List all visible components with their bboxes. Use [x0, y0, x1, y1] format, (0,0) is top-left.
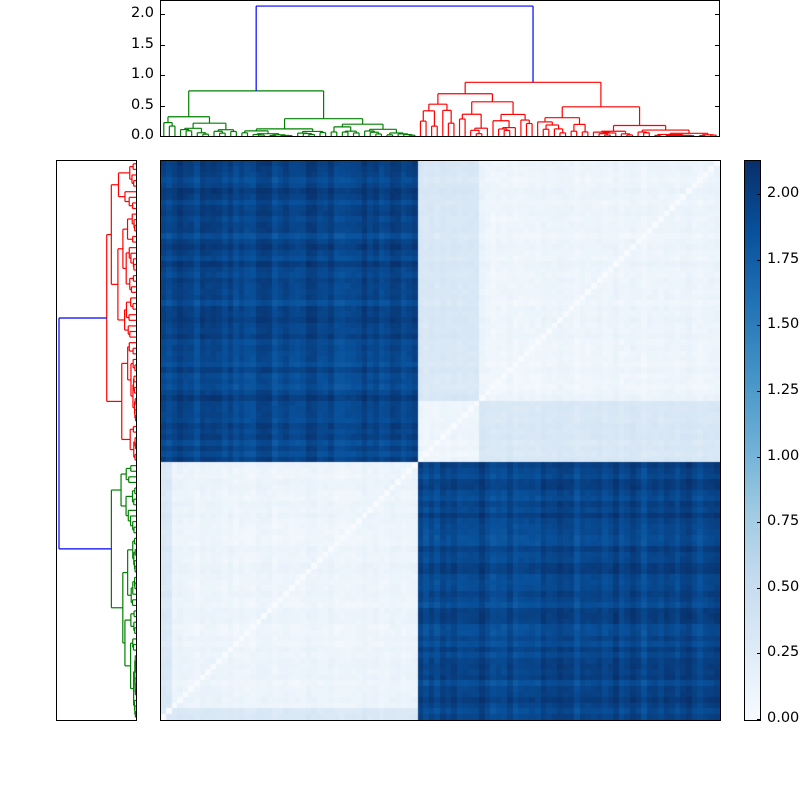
- colorbar-tick-label: 0.50: [767, 578, 800, 595]
- top-dendrogram-ytick: [160, 106, 165, 107]
- colorbar-tick: [757, 653, 761, 654]
- top-dendrogram-ytick-label: 2.0: [130, 5, 154, 21]
- top-dendrogram-tree: [163, 5, 717, 136]
- colorbar-tick: [757, 719, 761, 720]
- top-dendrogram-ytick-label: 0.5: [130, 96, 154, 113]
- colorbar-tick-label: 1.25: [767, 381, 800, 398]
- colorbar-tick: [757, 194, 761, 195]
- colorbar-tick-label: 0.75: [767, 513, 800, 530]
- colorbar-tick: [757, 588, 761, 589]
- colorbar: [744, 160, 761, 721]
- top-dendrogram-ytick: [715, 14, 720, 15]
- colorbar-tick-label: 1.00: [767, 447, 800, 464]
- top-dendrogram-ytick: [160, 45, 165, 46]
- heatmap-matrix: [161, 161, 720, 720]
- colorbar-tick: [757, 325, 761, 326]
- colorbar-tick-label: 1.75: [767, 250, 800, 267]
- colorbar-tick: [757, 522, 761, 523]
- colorbar-tick: [757, 260, 761, 261]
- left-dendrogram: [56, 160, 137, 721]
- left-dendrogram-tree: [58, 163, 136, 718]
- colorbar-tick: [757, 457, 761, 458]
- colorbar-tick-label: 1.50: [767, 316, 800, 333]
- colorbar-tick-label: 0.25: [767, 644, 800, 661]
- colorbar-tick: [757, 391, 761, 392]
- top-dendrogram-ytick-label: 1.0: [130, 66, 154, 82]
- colorbar-tick-label: 2.00: [767, 185, 800, 202]
- top-dendrogram-ytick-label: 0.0: [130, 127, 154, 143]
- top-dendrogram-ytick: [715, 136, 720, 137]
- colorbar-tick-label: 0.00: [767, 710, 800, 726]
- top-dendrogram-ytick-label: 1.5: [130, 35, 154, 52]
- top-dendrogram-ytick: [715, 106, 720, 107]
- top-dendrogram-ytick: [160, 14, 165, 15]
- top-dendrogram: [160, 0, 720, 137]
- colorbar-gradient: [745, 161, 760, 720]
- top-dendrogram-ytick: [715, 45, 720, 46]
- top-dendrogram-ytick: [715, 75, 720, 76]
- top-dendrogram-ytick: [160, 75, 165, 76]
- top-dendrogram-ytick: [160, 136, 165, 137]
- heatmap: [160, 160, 721, 721]
